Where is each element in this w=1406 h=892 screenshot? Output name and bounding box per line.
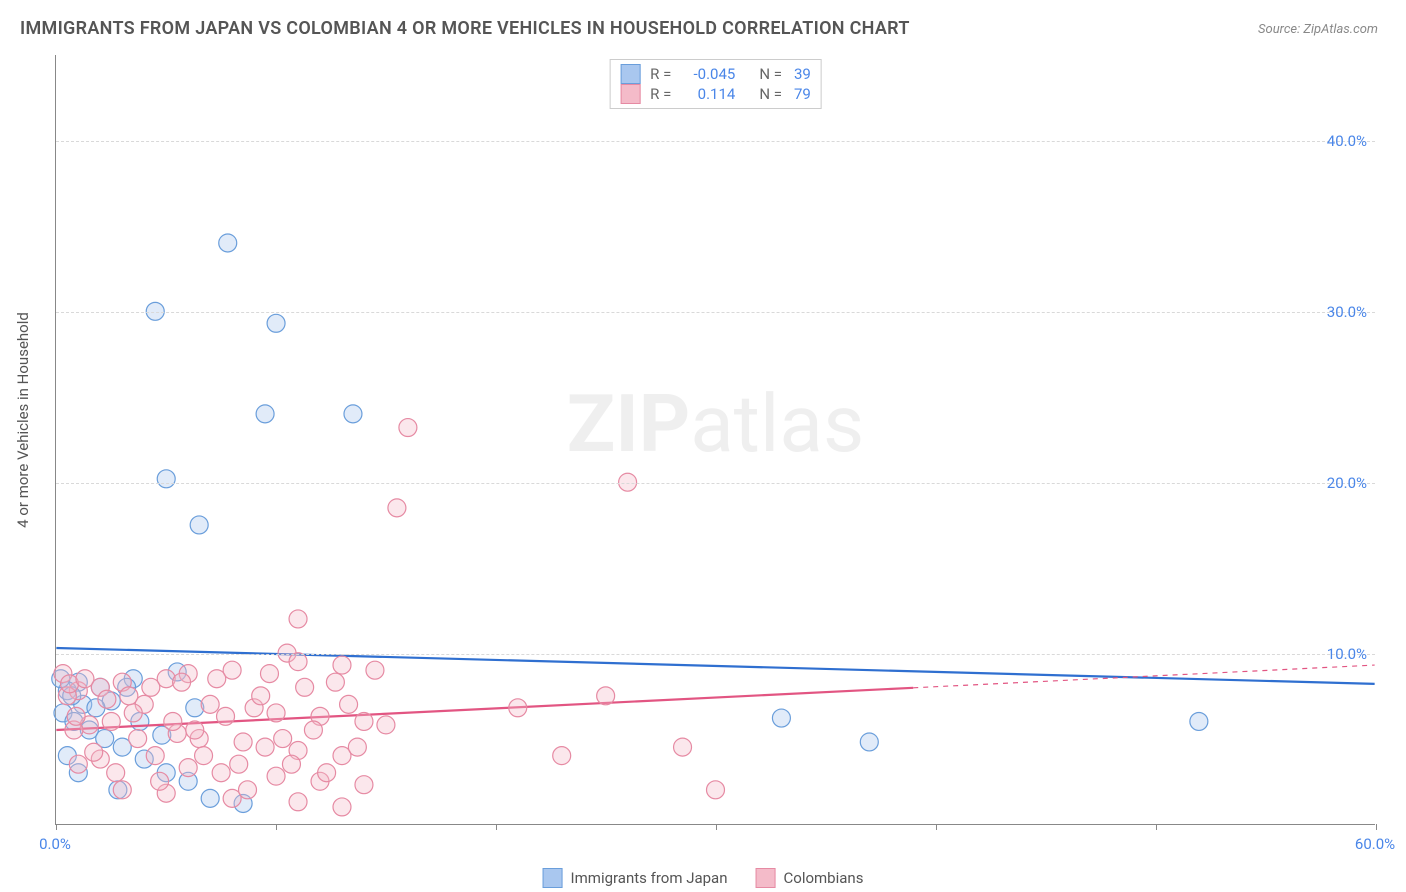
data-point xyxy=(344,405,362,423)
data-point xyxy=(129,730,147,748)
data-point xyxy=(164,712,182,730)
x-tick-mark xyxy=(276,824,277,830)
data-point xyxy=(239,781,257,799)
data-point xyxy=(289,610,307,628)
data-point xyxy=(274,730,292,748)
x-tick-mark xyxy=(56,824,57,830)
data-point xyxy=(267,314,285,332)
data-point xyxy=(772,709,790,727)
grid-line xyxy=(56,483,1375,484)
data-point xyxy=(186,721,204,739)
data-point xyxy=(509,699,527,717)
data-point xyxy=(256,738,274,756)
data-point xyxy=(252,687,270,705)
y-axis-title: 4 or more Vehicles in Household xyxy=(14,312,32,528)
x-tick-mark xyxy=(1376,824,1377,830)
series-legend: Immigrants from Japan Colombians xyxy=(543,868,864,888)
data-point xyxy=(326,673,344,691)
data-point xyxy=(260,665,278,683)
data-point xyxy=(597,687,615,705)
legend-label: Colombians xyxy=(784,869,864,887)
data-point xyxy=(76,670,94,688)
data-point xyxy=(85,743,103,761)
data-point xyxy=(151,772,169,790)
data-point xyxy=(553,747,571,765)
grid-line xyxy=(56,141,1375,142)
data-point xyxy=(377,716,395,734)
data-point xyxy=(113,781,131,799)
data-point xyxy=(98,690,116,708)
data-point xyxy=(234,733,252,751)
data-point xyxy=(230,755,248,773)
data-point xyxy=(173,673,191,691)
y-tick-label: 40.0% xyxy=(1327,132,1367,150)
data-point xyxy=(267,704,285,722)
chart-title: IMMIGRANTS FROM JAPAN VS COLOMBIAN 4 OR … xyxy=(20,18,910,39)
data-point xyxy=(282,755,300,773)
y-tick-label: 10.0% xyxy=(1327,645,1367,663)
data-point xyxy=(201,789,219,807)
data-point xyxy=(348,738,366,756)
data-point xyxy=(142,678,160,696)
data-point xyxy=(318,764,336,782)
grid-line xyxy=(56,312,1375,313)
data-point xyxy=(146,747,164,765)
grid-line xyxy=(56,654,1375,655)
x-tick-mark xyxy=(716,824,717,830)
legend-swatch xyxy=(756,868,776,888)
data-point xyxy=(296,678,314,696)
x-tick-mark xyxy=(1156,824,1157,830)
data-point xyxy=(289,653,307,671)
data-point xyxy=(340,695,358,713)
data-point xyxy=(120,687,138,705)
data-point xyxy=(219,234,237,252)
legend-item: Colombians xyxy=(756,868,864,888)
data-point xyxy=(674,738,692,756)
data-point xyxy=(333,798,351,816)
y-tick-label: 20.0% xyxy=(1327,474,1367,492)
data-point xyxy=(304,721,322,739)
data-point xyxy=(388,499,406,517)
data-point xyxy=(217,707,235,725)
plot-area: ZIPatlas R =-0.045N =39R =0.114N =79 10.… xyxy=(55,55,1375,825)
data-point xyxy=(67,707,85,725)
data-point xyxy=(707,781,725,799)
data-point xyxy=(860,733,878,751)
data-point xyxy=(201,695,219,713)
data-point xyxy=(102,712,120,730)
data-point xyxy=(179,759,197,777)
data-point xyxy=(289,793,307,811)
data-point xyxy=(267,767,285,785)
data-point xyxy=(69,755,87,773)
data-point xyxy=(256,405,274,423)
data-point xyxy=(333,656,351,674)
chart-svg xyxy=(56,55,1375,824)
legend-item: Immigrants from Japan xyxy=(543,868,728,888)
data-point xyxy=(366,661,384,679)
data-point xyxy=(212,764,230,782)
legend-label: Immigrants from Japan xyxy=(571,869,728,887)
data-point xyxy=(208,670,226,688)
data-point xyxy=(399,419,417,437)
data-point xyxy=(1190,712,1208,730)
x-tick-label: 0.0% xyxy=(39,835,71,853)
trendline-extrapolated xyxy=(913,665,1374,688)
x-tick-label: 60.0% xyxy=(1355,835,1395,853)
data-point xyxy=(355,712,373,730)
data-point xyxy=(355,776,373,794)
data-point xyxy=(195,747,213,765)
y-tick-label: 30.0% xyxy=(1327,303,1367,321)
legend-swatch xyxy=(543,868,563,888)
data-point xyxy=(124,704,142,722)
data-point xyxy=(190,516,208,534)
x-tick-mark xyxy=(496,824,497,830)
x-tick-mark xyxy=(936,824,937,830)
data-point xyxy=(157,470,175,488)
data-point xyxy=(107,764,125,782)
source-attribution: Source: ZipAtlas.com xyxy=(1258,22,1378,37)
